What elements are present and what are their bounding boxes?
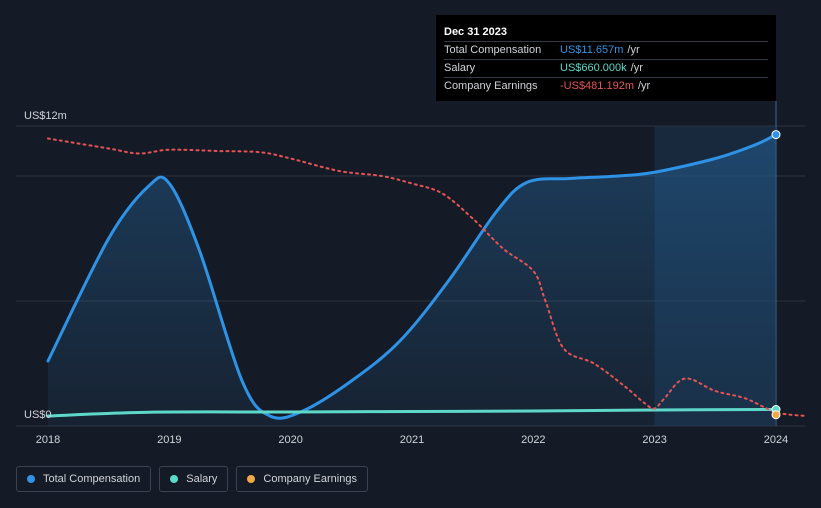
tooltip-row-company-earnings: Company Earnings -US$481.192m /yr: [444, 77, 768, 95]
legend-dot-icon: [27, 475, 35, 483]
series-area-total-compensation: [48, 134, 776, 426]
tooltip-label: Company Earnings: [444, 80, 538, 92]
x-tick-label: 2023: [642, 434, 666, 446]
legend-label: Total Compensation: [43, 473, 141, 485]
chart-legend: Total Compensation Salary Company Earnin…: [16, 466, 368, 492]
hover-tooltip: Dec 31 2023 Total Compensation US$11.657…: [436, 15, 776, 101]
y-axis-top-label: US$12m: [24, 110, 67, 122]
legend-dot-icon: [247, 475, 256, 483]
tooltip-value: -US$481.192m: [560, 80, 634, 92]
tooltip-unit: /yr: [630, 62, 643, 74]
series-layer: [46, 130, 808, 426]
legend-item-total-compensation[interactable]: Total Compensation: [16, 466, 152, 492]
tooltip-date: Dec 31 2023: [444, 26, 507, 38]
legend-dot-icon: [170, 475, 179, 483]
x-tick-label: 2022: [521, 434, 545, 446]
x-tick-label: 2020: [278, 434, 302, 446]
tooltip-row-total-compensation: Total Compensation US$11.657m /yr: [444, 41, 768, 59]
tooltip-value: US$11.657m: [560, 44, 624, 56]
tooltip-row-salary: Salary US$660.000k /yr: [444, 59, 768, 77]
series-line-total-compensation: [46, 133, 778, 420]
tooltip-label: Salary: [444, 62, 476, 74]
tooltip-value: US$660.000k: [560, 62, 627, 74]
legend-item-salary[interactable]: Salary: [159, 466, 229, 492]
legend-item-company-earnings[interactable]: Company Earnings: [236, 466, 368, 492]
marker-total-compensation: [771, 130, 781, 140]
series-line-company-earnings: [47, 137, 808, 417]
x-tick-label: 2024: [764, 434, 788, 446]
tooltip-unit: /yr: [638, 80, 651, 92]
series-line-salary: [46, 408, 778, 418]
marker-company-earnings: [771, 410, 781, 420]
legend-label: Company Earnings: [263, 473, 357, 485]
x-tick-label: 2018: [36, 434, 60, 446]
x-tick-label: 2021: [400, 434, 424, 446]
x-tick-label: 2019: [157, 434, 181, 446]
tooltip-label: Total Compensation: [444, 44, 542, 56]
y-axis-bottom-label: US$0: [24, 409, 52, 421]
tooltip-unit: /yr: [627, 44, 640, 56]
legend-label: Salary: [186, 473, 218, 485]
x-axis: 2018 2019 2020 2021 2022 2023 2024: [36, 434, 788, 446]
